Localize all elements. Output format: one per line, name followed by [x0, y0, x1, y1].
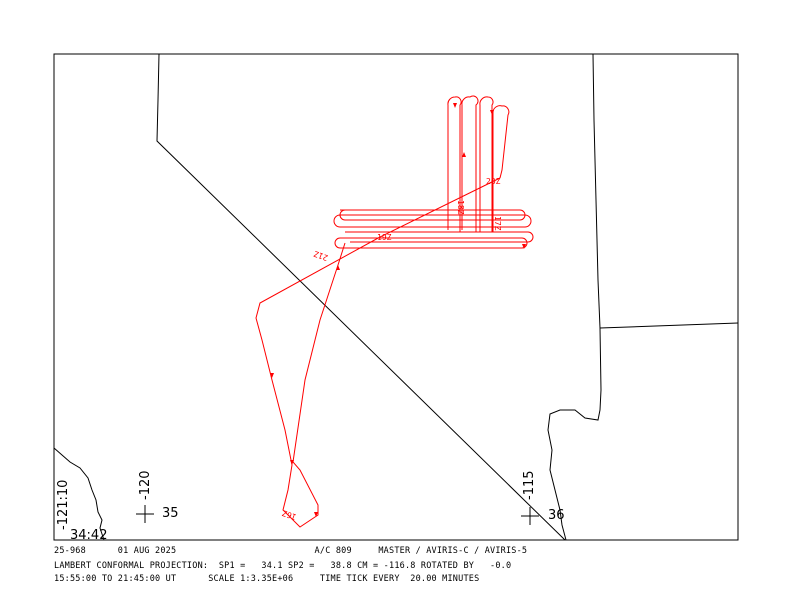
time-tick-arrow: [453, 103, 457, 108]
time-labels: 16Z 17Z 18Z 19Z 20Z 21Z: [281, 177, 502, 522]
time-tick-arrow: [270, 373, 274, 378]
time-label: 20Z: [486, 177, 501, 186]
track-lines-horizontal: [333, 209, 534, 249]
time-tick-arrow: [462, 152, 466, 157]
grid-cross-icon: [136, 505, 154, 523]
time-ticks: [270, 103, 526, 517]
time-tick-arrow: [290, 460, 294, 465]
time-tick-arrow: [490, 110, 494, 115]
lon-label: -115: [522, 470, 537, 500]
ca-nv-border: [156, 53, 566, 541]
corner-lon-label: -121:10: [56, 480, 71, 530]
track-lines-vertical: [447, 95, 510, 232]
time-tick-arrow: [314, 512, 318, 517]
time-label: 21Z: [312, 249, 329, 262]
state-borders: [53, 53, 739, 541]
lat-label: 35: [162, 506, 179, 521]
nv-az-border: [547, 53, 602, 541]
grid-labels: -121:10 34:42 -120 35 -115 36: [56, 470, 565, 543]
map-frame: [53, 53, 739, 541]
time-label: 19Z: [377, 233, 392, 242]
flight-track: [255, 95, 534, 528]
grid-crosses: [136, 505, 539, 525]
time-tick-arrow: [336, 265, 340, 270]
footer-line-projection: LAMBERT CONFORMAL PROJECTION: SP1 = 34.1…: [54, 561, 512, 571]
grid-cross-icon: [521, 507, 539, 525]
time-label: 18Z: [456, 200, 465, 215]
footer-line-mission: 25-968 01 AUG 2025 A/C 809 MASTER / AVIR…: [54, 546, 528, 556]
ut-az-border: [599, 322, 739, 329]
footer-line-time: 15:55:00 TO 21:45:00 UT SCALE 1:3.35E+06…: [54, 574, 480, 584]
time-label: 17Z: [493, 216, 502, 231]
lon-label: -120: [138, 470, 153, 500]
lat-label: 36: [548, 508, 565, 523]
track-transit: [255, 177, 501, 528]
coastline: [53, 447, 105, 541]
time-tick-arrow: [522, 244, 526, 249]
corner-lat-label: 34:42: [70, 528, 107, 543]
